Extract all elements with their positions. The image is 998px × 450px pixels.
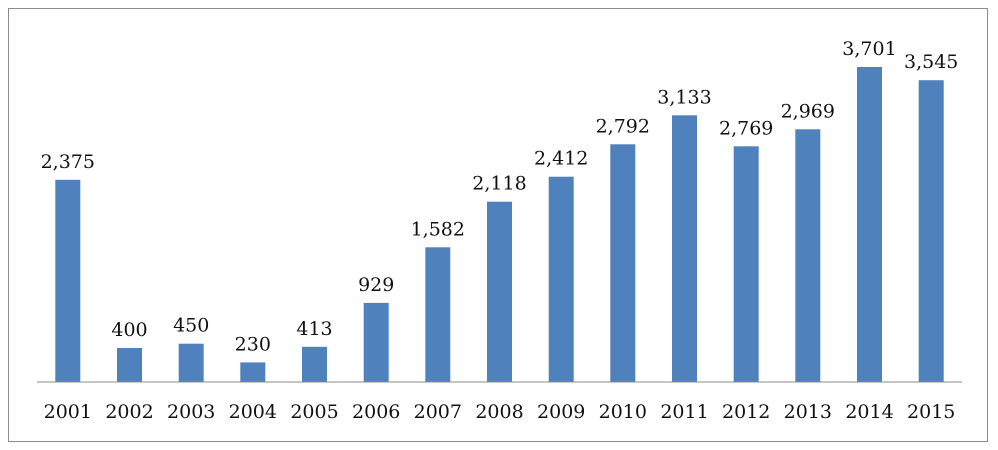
value-label-2010: 2,792	[596, 115, 650, 137]
x-tick-label-2004: 2004	[229, 401, 277, 423]
bars-group	[55, 67, 944, 383]
value-labels-group: 2,375 400 450 230 413 929 1,582 2,118 2,412 2,792…	[41, 38, 959, 355]
bar-2006	[363, 302, 389, 382]
x-tick-label-2008: 2008	[475, 401, 523, 423]
value-label-2001: 2,375	[41, 151, 95, 173]
bar-2009	[548, 176, 574, 382]
x-tick-label-2009: 2009	[537, 401, 585, 423]
value-label-2011: 3,133	[657, 86, 711, 108]
bar-2012	[733, 146, 759, 382]
value-label-2006: 929	[358, 274, 394, 296]
bar-2005	[302, 346, 327, 382]
x-tick-label-2011: 2011	[660, 401, 708, 423]
value-label-2013: 2,969	[781, 100, 835, 122]
bar-2002	[117, 348, 142, 382]
x-tick-label-2001: 2001	[44, 401, 92, 423]
x-tick-label-2010: 2010	[599, 401, 647, 423]
x-tick-label-2003: 2003	[167, 401, 215, 423]
value-label-2003: 450	[173, 315, 209, 337]
x-tick-labels-group: 2001 2002 2003 2004 2005 2006 2007 2008 2009 2010…	[44, 401, 956, 423]
value-label-2005: 413	[296, 318, 332, 340]
value-label-2007: 1,582	[411, 218, 465, 240]
value-label-2004: 230	[235, 333, 271, 355]
bar-2015	[918, 80, 944, 382]
bar-2010	[610, 144, 636, 382]
bar-2007	[425, 247, 451, 382]
value-label-2014: 3,701	[842, 38, 896, 60]
x-tick-label-2002: 2002	[105, 401, 153, 423]
x-tick-label-2005: 2005	[290, 401, 338, 423]
value-label-2015: 3,545	[904, 51, 958, 73]
bar-2004	[240, 362, 266, 382]
value-label-2009: 2,412	[534, 148, 588, 170]
bar-2008	[487, 201, 512, 382]
bar-2003	[178, 343, 204, 382]
value-label-2008: 2,118	[472, 173, 526, 195]
x-tick-label-2006: 2006	[352, 401, 400, 423]
x-tick-label-2013: 2013	[784, 401, 832, 423]
x-tick-label-2015: 2015	[907, 401, 955, 423]
bar-2013	[795, 129, 821, 382]
bar-2001	[55, 179, 81, 382]
bar-2014	[857, 67, 882, 382]
x-tick-label-2014: 2014	[845, 401, 893, 423]
x-tick-label-2012: 2012	[722, 401, 770, 423]
x-tick-label-2007: 2007	[414, 401, 462, 423]
value-label-2012: 2,769	[719, 117, 773, 139]
bar-2011	[672, 115, 697, 383]
value-label-2002: 400	[111, 319, 147, 341]
